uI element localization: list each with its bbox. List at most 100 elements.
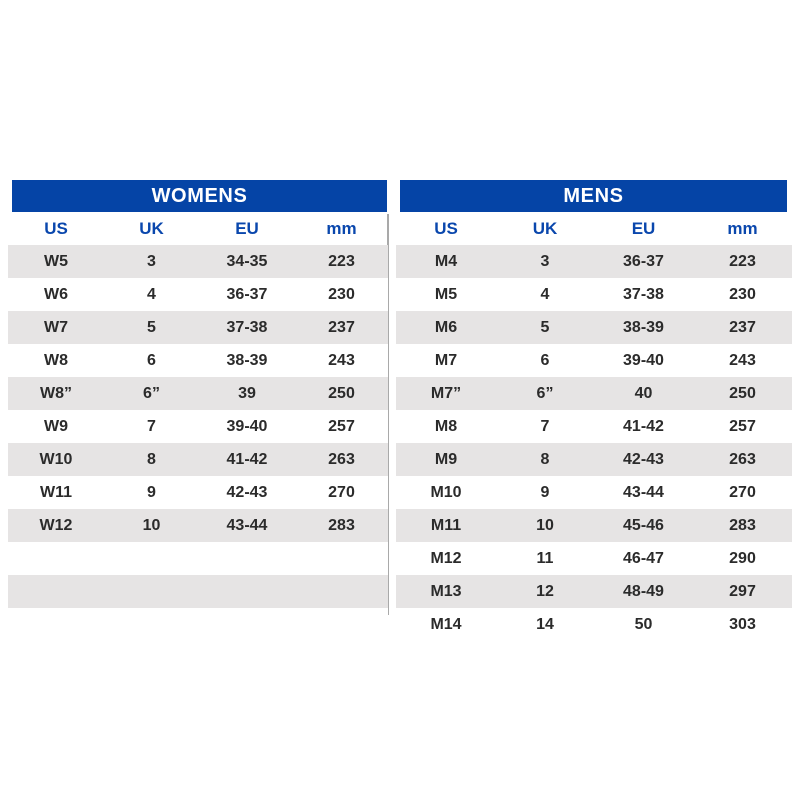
column-header-eu: EU: [235, 219, 259, 238]
table-row: M7 6 39-40 243: [396, 344, 792, 377]
table-cell: W10: [39, 450, 73, 468]
table-cell: 250: [729, 384, 756, 402]
table-cell: W8: [44, 351, 68, 369]
column-header-uk: UK: [532, 219, 558, 238]
table-cell: 41-42: [226, 450, 268, 468]
table-cell: 39-40: [226, 417, 268, 435]
table-cell: 10: [142, 516, 161, 534]
column-header-row-womens: US UK EU mm: [8, 214, 388, 244]
table-cell: 3: [540, 252, 550, 270]
table-cell: 37-38: [226, 318, 268, 336]
table-cell: 223: [328, 252, 355, 270]
table-cell: M9: [434, 450, 458, 468]
table-cell: 45-46: [623, 516, 664, 534]
table-cell: 34-35: [226, 252, 268, 270]
table-cell: 42-43: [226, 483, 268, 501]
table-cell: W5: [44, 252, 68, 270]
table-cell: 290: [729, 549, 756, 567]
section-title-mens: MENS: [563, 184, 624, 207]
column-header-us: US: [44, 219, 68, 238]
table-row: M5 4 37-38 230: [396, 278, 792, 311]
table-row: W5 3 34-35 223: [8, 245, 388, 278]
table-row: M9 8 42-43 263: [396, 443, 792, 476]
table-cell: 39-40: [623, 351, 664, 369]
table-cell: 7: [540, 417, 550, 435]
table-cell: 39: [238, 384, 256, 402]
table-row: M8 7 41-42 257: [396, 410, 792, 443]
table-cell: 43-44: [226, 516, 268, 534]
table-cell: 283: [729, 516, 756, 534]
table-cell: 42-43: [623, 450, 664, 468]
section-title-womens: WOMENS: [151, 184, 248, 207]
table-cell: 48-49: [623, 582, 664, 600]
table-cell: 5: [147, 318, 156, 336]
table-cell: M7: [434, 351, 458, 369]
table-cell: 283: [328, 516, 355, 534]
column-header-uk: UK: [139, 219, 164, 238]
column-header-eu: EU: [631, 219, 656, 238]
table-cell: W9: [44, 417, 68, 435]
table-cell: 7: [147, 417, 156, 435]
table-cell: W8”: [40, 384, 72, 402]
table-cell: M14: [430, 615, 462, 633]
table-row: M10 9 43-44 270: [396, 476, 792, 509]
table-row: W8” 6” 39 250: [8, 377, 388, 410]
table-row: W7 5 37-38 237: [8, 311, 388, 344]
table-cell: 303: [729, 615, 756, 633]
table-cell: 270: [729, 483, 756, 501]
section-title-bar-mens: MENS: [400, 180, 787, 212]
table-cell: 250: [328, 384, 355, 402]
table-row: M12 11 46-47 290: [396, 542, 792, 575]
table-cell: 8: [147, 450, 156, 468]
table-cell: M8: [434, 417, 458, 435]
table-cell: W12: [39, 516, 73, 534]
table-cell: W6: [44, 285, 68, 303]
table-row: M4 3 36-37 223: [396, 245, 792, 278]
table-cell: 223: [729, 252, 756, 270]
table-row: W8 6 38-39 243: [8, 344, 388, 377]
table-cell: 36-37: [623, 252, 664, 270]
column-header-mm: mm: [727, 219, 758, 238]
table-cell: 243: [729, 351, 756, 369]
table-cell: 9: [540, 483, 550, 501]
column-header-row-mens: US UK EU mm: [396, 214, 792, 244]
table-cell: 4: [147, 285, 156, 303]
table-cell: 257: [729, 417, 756, 435]
table-row: M7” 6” 40 250: [396, 377, 792, 410]
table-cell: M5: [434, 285, 458, 303]
table-cell: 38-39: [623, 318, 664, 336]
table-row: M14 14 50 303: [396, 608, 792, 641]
table-cell: 297: [729, 582, 756, 600]
table-cell: 43-44: [623, 483, 664, 501]
table-cell: 243: [328, 351, 355, 369]
table-cell: 270: [328, 483, 355, 501]
table-cell: 14: [536, 615, 554, 633]
table-cell: 263: [729, 450, 756, 468]
section-title-bar-womens: WOMENS: [12, 180, 387, 212]
table-cell: 12: [536, 582, 554, 600]
table-cell: M7”: [430, 384, 462, 402]
table-row: [8, 542, 388, 575]
size-table-womens: W5 3 34-35 223 W6 4 36-37 230 W7 5 37-38 237 W8 6 38-3…: [8, 245, 388, 641]
table-cell: 230: [729, 285, 756, 303]
table-cell: 237: [729, 318, 756, 336]
table-cell: M6: [434, 318, 458, 336]
table-cell: 5: [540, 318, 550, 336]
table-cell: 257: [328, 417, 355, 435]
table-cell: 6”: [536, 384, 554, 402]
table-cell: 263: [328, 450, 355, 468]
table-cell: M12: [430, 549, 462, 567]
table-cell: W11: [39, 483, 72, 501]
table-cell: 36-37: [226, 285, 268, 303]
table-cell: 38-39: [226, 351, 268, 369]
table-cell: M4: [434, 252, 458, 270]
table-cell: 10: [536, 516, 554, 534]
table-cell: 230: [328, 285, 355, 303]
table-cell: W7: [44, 318, 68, 336]
column-header-us: US: [434, 219, 458, 238]
table-row: [8, 608, 388, 641]
table-row: W10 8 41-42 263: [8, 443, 388, 476]
size-table-mens: M4 3 36-37 223 M5 4 37-38 230 M6 5 38-39 237 M7 6 39-4…: [396, 245, 792, 641]
table-row: M6 5 38-39 237: [396, 311, 792, 344]
table-cell: 8: [540, 450, 550, 468]
